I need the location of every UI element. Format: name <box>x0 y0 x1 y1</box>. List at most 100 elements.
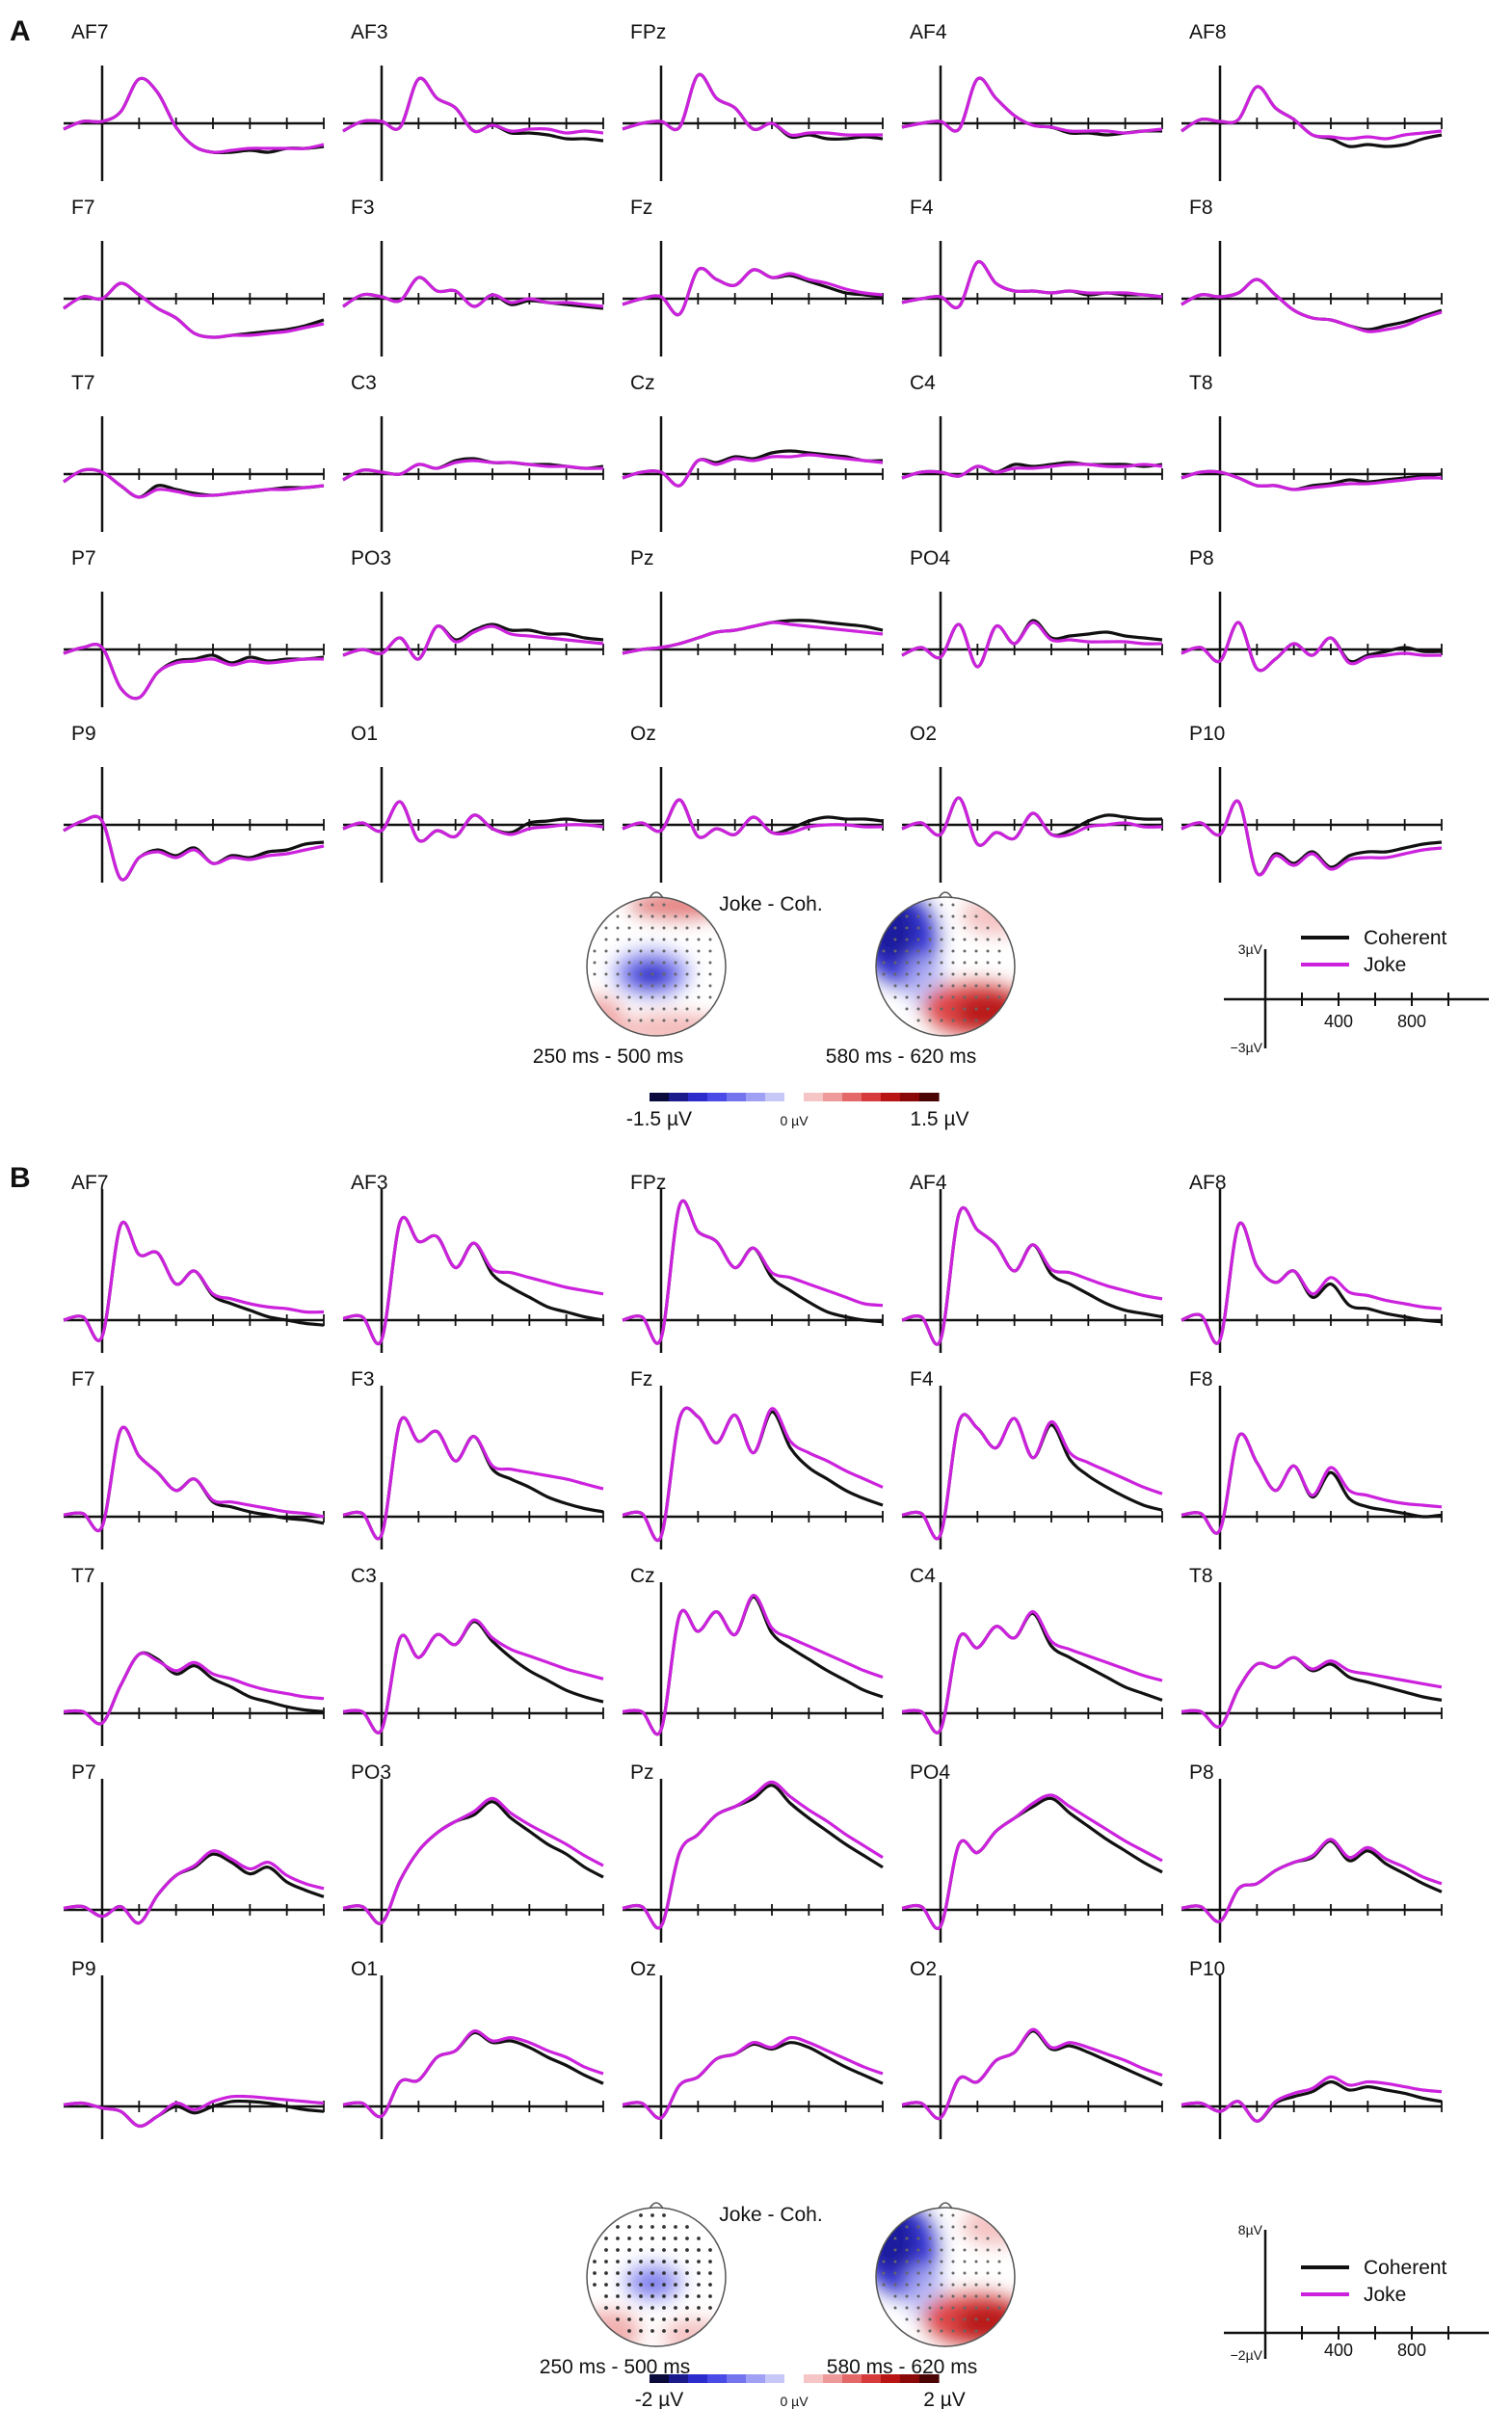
electrode-dot <box>616 995 620 999</box>
series-joke-o2 <box>901 796 1163 847</box>
scale-b-x-tick-400: 400 <box>1324 2341 1353 2360</box>
erp-plot-pz: Pz <box>622 1761 884 1943</box>
erp-plot-f8: F8 <box>1180 1368 1443 1549</box>
electrode-dot <box>916 2306 920 2310</box>
electrode-dot <box>697 972 701 976</box>
panel-b: B AF7 AF3 FPz AF4 AF8 F7 F3 Fz F4 F8 T7 C3 Cz C4 T8 P7 P… <box>10 1162 1489 2409</box>
electrode-dot <box>928 926 932 930</box>
colorbar-swatch <box>688 2374 708 2383</box>
electrode-dot <box>963 1007 967 1011</box>
electrode-dot <box>928 949 932 953</box>
electrode-dot <box>662 903 666 907</box>
electrode-dot <box>951 2329 955 2333</box>
channel-label-po3: PO3 <box>351 547 391 569</box>
electrode-dot <box>905 2306 909 2310</box>
electrode-dot <box>974 2237 978 2240</box>
colorbar-swatch <box>707 2374 728 2383</box>
electrode-dot <box>928 2237 932 2240</box>
electrode-dot <box>708 961 712 965</box>
electrode-dot <box>627 1007 631 1011</box>
panel-a: A AF7 AF3 FPz AF4 AF8 F7 F3 Fz F4 F8 T7 C3 Cz C4 T8 P7 P… <box>10 15 1489 1130</box>
erp-plot-p7: P7 <box>63 547 325 707</box>
head-outline <box>586 896 727 1037</box>
electrode-dot <box>928 2225 932 2229</box>
electrode-dot <box>708 972 712 976</box>
electrode-dot <box>639 984 643 988</box>
erp-plot-f7: F7 <box>63 197 325 357</box>
electrode-dot <box>893 961 897 965</box>
electrode-dot <box>639 2329 643 2333</box>
channel-label-po4: PO4 <box>910 1761 950 1784</box>
electrode-dot <box>997 2260 1001 2263</box>
electrode-dot <box>893 972 897 976</box>
series-joke-c3 <box>342 459 604 482</box>
electrode-dot <box>604 2306 608 2310</box>
colorbar-swatch <box>727 1093 747 1101</box>
electrode-dot <box>951 914 955 918</box>
electrode-dot <box>604 2237 608 2240</box>
electrode-dot <box>905 938 909 941</box>
channel-label-af4: AF4 <box>910 1172 947 1194</box>
electrode-dot <box>650 2317 654 2321</box>
electrode-dot <box>940 2213 943 2217</box>
electrode-dot <box>974 2225 978 2229</box>
colorbar-swatch <box>784 1093 805 1101</box>
series-joke-po4 <box>901 621 1163 669</box>
electrode-dot <box>708 2283 712 2287</box>
electrode-dot <box>662 1007 666 1011</box>
electrode-dot <box>674 2283 677 2287</box>
electrode-dot <box>905 2317 909 2321</box>
electrode-dot <box>928 2329 932 2333</box>
electrode-dot <box>662 2294 666 2298</box>
channel-label-t7: T7 <box>71 1565 95 1587</box>
electrode-dot <box>974 2317 978 2321</box>
electrode-dot <box>662 2237 666 2240</box>
erp-plot-po4: PO4 <box>901 547 1163 707</box>
electrode-dot <box>604 972 608 976</box>
electrode-dot <box>951 972 955 976</box>
electrode-dot <box>674 995 677 999</box>
electrode-dot <box>697 2294 701 2298</box>
electrode-dot <box>662 914 666 918</box>
electrode-dot <box>928 995 932 999</box>
electrode-dot <box>940 2283 943 2287</box>
electrode-dot <box>916 914 920 918</box>
erp-plot-oz: Oz <box>622 1958 884 2139</box>
electrode-dot <box>916 961 920 965</box>
electrode-dot <box>928 961 932 965</box>
electrode-dot <box>986 972 990 976</box>
electrode-dot <box>893 2306 897 2310</box>
channel-label-o2: O2 <box>910 723 937 745</box>
erp-plot-f8: F8 <box>1180 197 1443 357</box>
electrode-dot <box>685 914 689 918</box>
scale-b-x-tick-800: 800 <box>1397 2341 1426 2360</box>
electrode-dot <box>627 2283 631 2287</box>
erp-plot-p10: P10 <box>1180 1958 1443 2139</box>
electrode-dot <box>685 961 689 965</box>
electrode-dot <box>708 995 712 999</box>
electrode-dot <box>916 2317 920 2321</box>
electrode-dot <box>662 2283 666 2287</box>
electrode-dot <box>662 995 666 999</box>
electrode-dot <box>685 972 689 976</box>
channel-label-f7: F7 <box>71 1368 95 1390</box>
series-joke-fz <box>622 266 884 317</box>
electrode-dot <box>986 2306 990 2310</box>
electrode-dot <box>928 914 932 918</box>
electrode-dot <box>928 1007 932 1011</box>
electrode-dot <box>604 995 608 999</box>
electrode-dot <box>593 949 597 953</box>
nose-marker <box>649 2202 664 2210</box>
channel-label-t7: T7 <box>71 372 95 394</box>
electrode-dot <box>662 949 666 953</box>
channel-label-o1: O1 <box>351 723 378 745</box>
channel-label-p9: P9 <box>71 1958 96 1980</box>
electrode-dot <box>951 2294 955 2298</box>
nose-marker <box>938 891 953 899</box>
channel-label-c4: C4 <box>910 372 936 394</box>
electrode-dot <box>697 1007 701 1011</box>
electrode-dot <box>674 972 677 976</box>
electrode-dot <box>697 2260 701 2263</box>
electrode-dot <box>928 2248 932 2252</box>
colorbar-swatch <box>900 1093 920 1101</box>
